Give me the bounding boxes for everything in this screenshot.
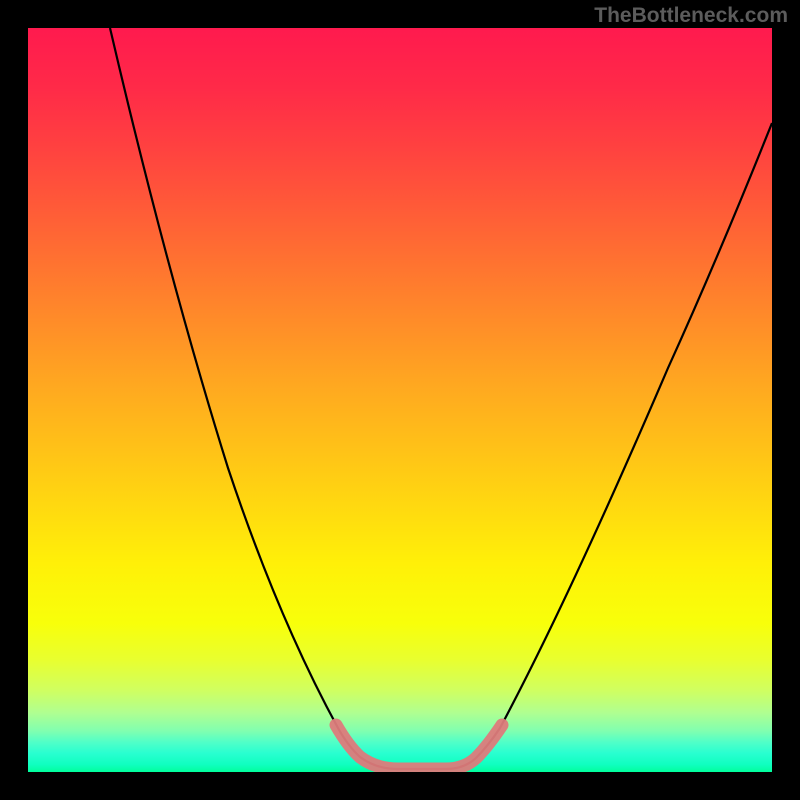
plot-area [28,28,772,772]
bottleneck-curve [110,28,772,769]
bottleneck-highlight [336,725,502,769]
curve-layer [28,28,772,772]
chart-container: TheBottleneck.com [0,0,800,800]
watermark-text: TheBottleneck.com [594,4,788,28]
